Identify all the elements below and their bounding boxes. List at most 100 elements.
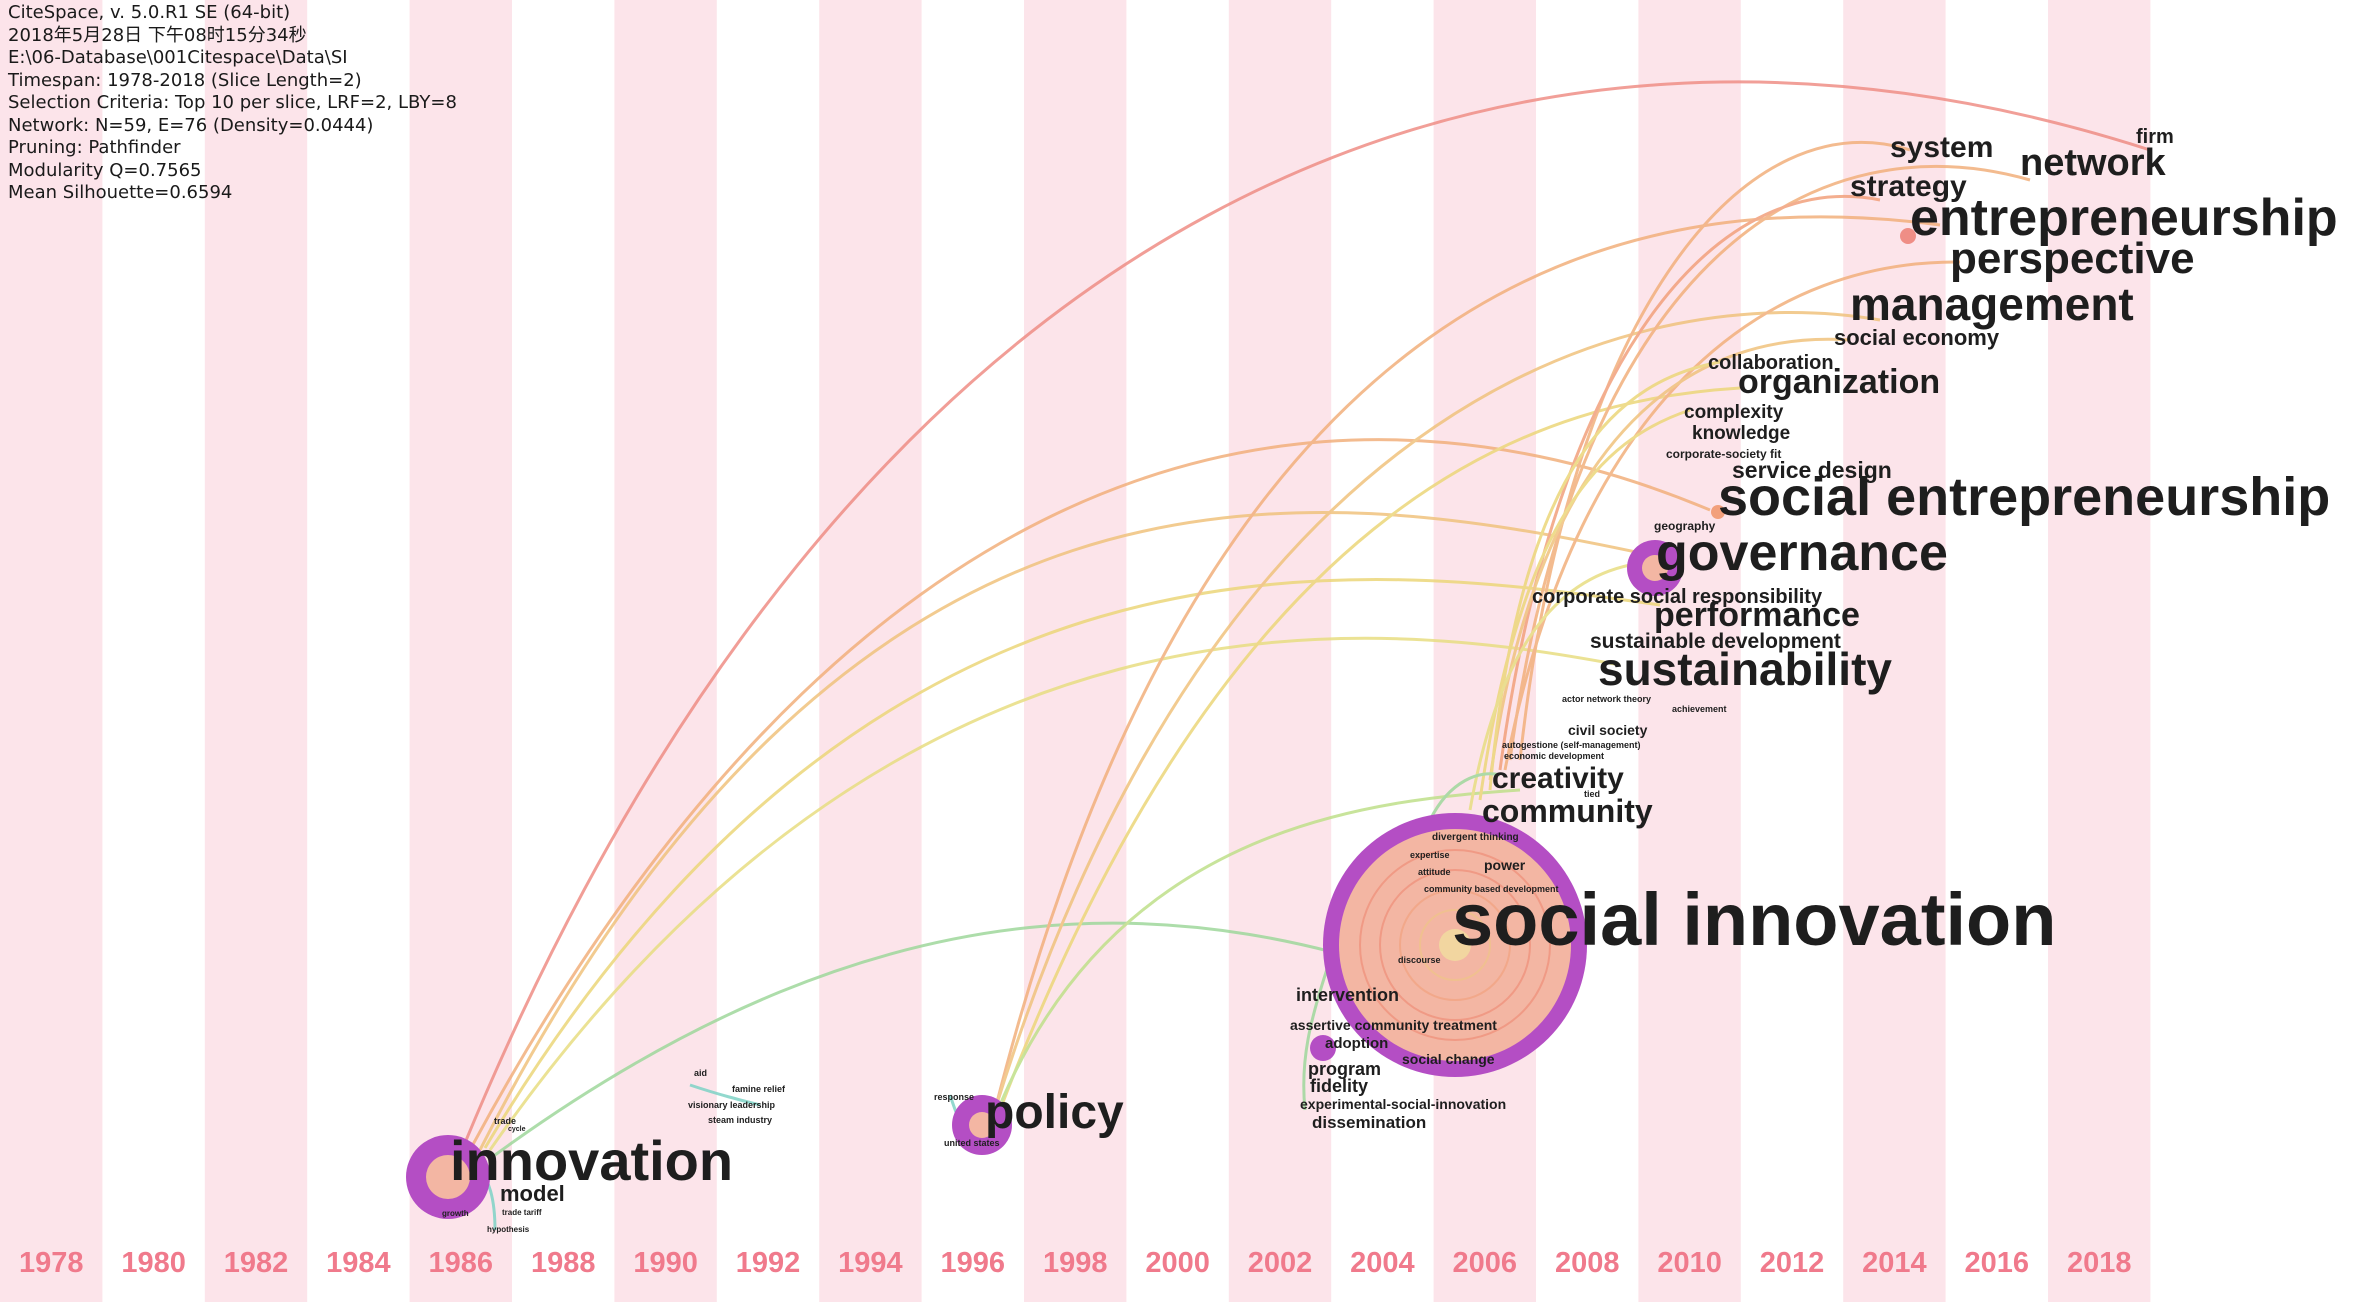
- year-label: 1988: [531, 1247, 596, 1279]
- label-response: response: [934, 1092, 974, 1102]
- label-service-design: service design: [1732, 457, 1892, 483]
- node-adoption[interactable]: [1310, 1035, 1336, 1061]
- label-governance: governance: [1656, 524, 1948, 582]
- time-slice-stripe: [1024, 0, 1127, 1302]
- time-slice-stripe: [614, 0, 717, 1302]
- label-entrepreneurship: entrepreneurship: [1910, 189, 2338, 247]
- label-innovation: innovation: [450, 1129, 733, 1192]
- label-assertive-community-treatment: assertive community treatment: [1290, 1017, 1497, 1033]
- node-innovation[interactable]: [406, 1135, 490, 1219]
- label-hypothesis: hypothesis: [487, 1225, 530, 1234]
- label-trade-tariff: trade tariff: [502, 1208, 542, 1217]
- link-innovation-sustainability: [488, 636, 1621, 1151]
- year-label: 2012: [1760, 1247, 1825, 1279]
- link-famine-cluster: [689, 1083, 761, 1107]
- label-divergent-thinking: divergent thinking: [1432, 832, 1519, 843]
- label-perspective: perspective: [1950, 234, 2195, 283]
- label-community: community: [1482, 793, 1653, 829]
- label-community-based-development: community based development: [1424, 884, 1559, 894]
- year-label: 2006: [1453, 1247, 1518, 1279]
- label-adoption: adoption: [1325, 1035, 1388, 1052]
- link-innovation-firm: [458, 80, 2151, 1156]
- label-autogestione: autogestione (self-management): [1502, 740, 1641, 750]
- label-corporate-society-fit: corporate-society fit: [1666, 447, 1781, 461]
- label-cycle: cycle: [508, 1126, 526, 1133]
- label-complexity: complexity: [1684, 402, 1784, 423]
- link-policy-organization: [998, 386, 1741, 1111]
- info-line-path: E:\06-Database\001Citespace\Data\SI: [8, 47, 348, 68]
- label-power: power: [1484, 857, 1526, 873]
- year-label: 1978: [19, 1247, 84, 1279]
- info-line-selection: Selection Criteria: Top 10 per slice, LR…: [8, 92, 457, 113]
- link-si-creativity: [1428, 772, 1501, 821]
- link-si-system: [1518, 141, 1911, 761]
- time-slice-stripe: [819, 0, 922, 1302]
- label-policy: policy: [985, 1086, 1124, 1139]
- node-social-innovation[interactable]: [1323, 813, 1587, 1077]
- year-label: 1996: [941, 1247, 1006, 1279]
- label-united-states: united states: [944, 1138, 1000, 1148]
- label-actor-network-theory: actor network theory: [1562, 694, 1651, 704]
- label-firm: firm: [2136, 126, 2174, 148]
- label-achievement: achievement: [1672, 704, 1727, 714]
- label-discourse: discourse: [1398, 955, 1441, 965]
- info-line-pruning: Pruning: Pathfinder: [8, 137, 181, 158]
- link-si-social-economy: [1488, 337, 1851, 781]
- link-innovation-governance: [478, 510, 1651, 1151]
- info-line-software: CiteSpace, v. 5.0.R1 SE (64-bit): [8, 2, 291, 23]
- time-slice-stripes: [0, 0, 2151, 1302]
- year-label: 1998: [1043, 1247, 1108, 1279]
- info-line-network: Network: N=59, E=76 (Density=0.0444): [8, 114, 374, 136]
- year-label: 2008: [1555, 1247, 1620, 1279]
- label-system: system: [1890, 131, 1993, 164]
- time-slice-stripe: [0, 0, 103, 1302]
- link-policy-community: [998, 788, 1521, 1106]
- year-label: 1986: [429, 1247, 494, 1279]
- year-label: 1994: [838, 1247, 903, 1279]
- info-line-silhouette: Mean Silhouette=0.6594: [8, 182, 233, 203]
- label-performance: performance: [1654, 596, 1860, 634]
- year-label: 1992: [736, 1247, 801, 1279]
- year-label: 1982: [224, 1247, 289, 1279]
- label-organization: organization: [1738, 363, 1940, 401]
- year-label: 2002: [1248, 1247, 1313, 1279]
- label-steam-industry: steam industry: [708, 1115, 772, 1125]
- year-label: 2004: [1350, 1247, 1415, 1279]
- info-line-timespan: Timespan: 1978-2018 (Slice Length=2): [8, 69, 362, 91]
- time-slice-stripe: [2048, 0, 2151, 1302]
- time-slice-stripe: [1228, 0, 1332, 1302]
- label-dissemination: dissemination: [1312, 1113, 1426, 1132]
- year-label: 2016: [1965, 1247, 2030, 1279]
- link-policy-entrepreneurship: [993, 215, 1941, 1111]
- label-aid: aid: [694, 1068, 707, 1078]
- year-label: 2000: [1145, 1247, 1210, 1279]
- label-management: management: [1850, 278, 2134, 330]
- time-slice-stripe: [204, 0, 308, 1302]
- year-label: 1990: [633, 1247, 698, 1279]
- info-line-modularity: Modularity Q=0.7565: [8, 159, 202, 181]
- label-creativity: creativity: [1492, 762, 1624, 795]
- label-civil-society: civil society: [1568, 722, 1648, 738]
- link-innovation-social-entrepreneurship: [468, 438, 1711, 1151]
- label-social-innovation: social innovation: [1452, 878, 2056, 961]
- label-visionary-leadership: visionary leadership: [688, 1100, 776, 1110]
- year-label: 1984: [326, 1247, 391, 1279]
- year-label: 1980: [121, 1247, 186, 1279]
- label-social-change: social change: [1402, 1051, 1495, 1067]
- node-policy[interactable]: [952, 1095, 1012, 1155]
- label-social-economy: social economy: [1834, 325, 2000, 350]
- label-network: network: [2020, 142, 2167, 184]
- network-info-panel: CiteSpace, v. 5.0.R1 SE (64-bit) 2018年5月…: [8, 2, 457, 205]
- label-corporate-social-responsibility: corporate social responsibility: [1532, 586, 1823, 608]
- label-knowledge: knowledge: [1692, 423, 1790, 444]
- node-social-entrepreneurship[interactable]: [1711, 505, 1725, 519]
- link-innovation-performance: [483, 578, 1661, 1149]
- node-entrepreneurship[interactable]: [1900, 228, 1916, 244]
- label-growth: growth: [442, 1209, 469, 1218]
- label-sustainability: sustainability: [1598, 643, 1892, 695]
- node-governance[interactable]: [1627, 540, 1683, 596]
- link-si-intervention: [1302, 959, 1332, 1111]
- year-label: 2014: [1862, 1247, 1927, 1279]
- time-slice-stripe: [1638, 0, 1741, 1302]
